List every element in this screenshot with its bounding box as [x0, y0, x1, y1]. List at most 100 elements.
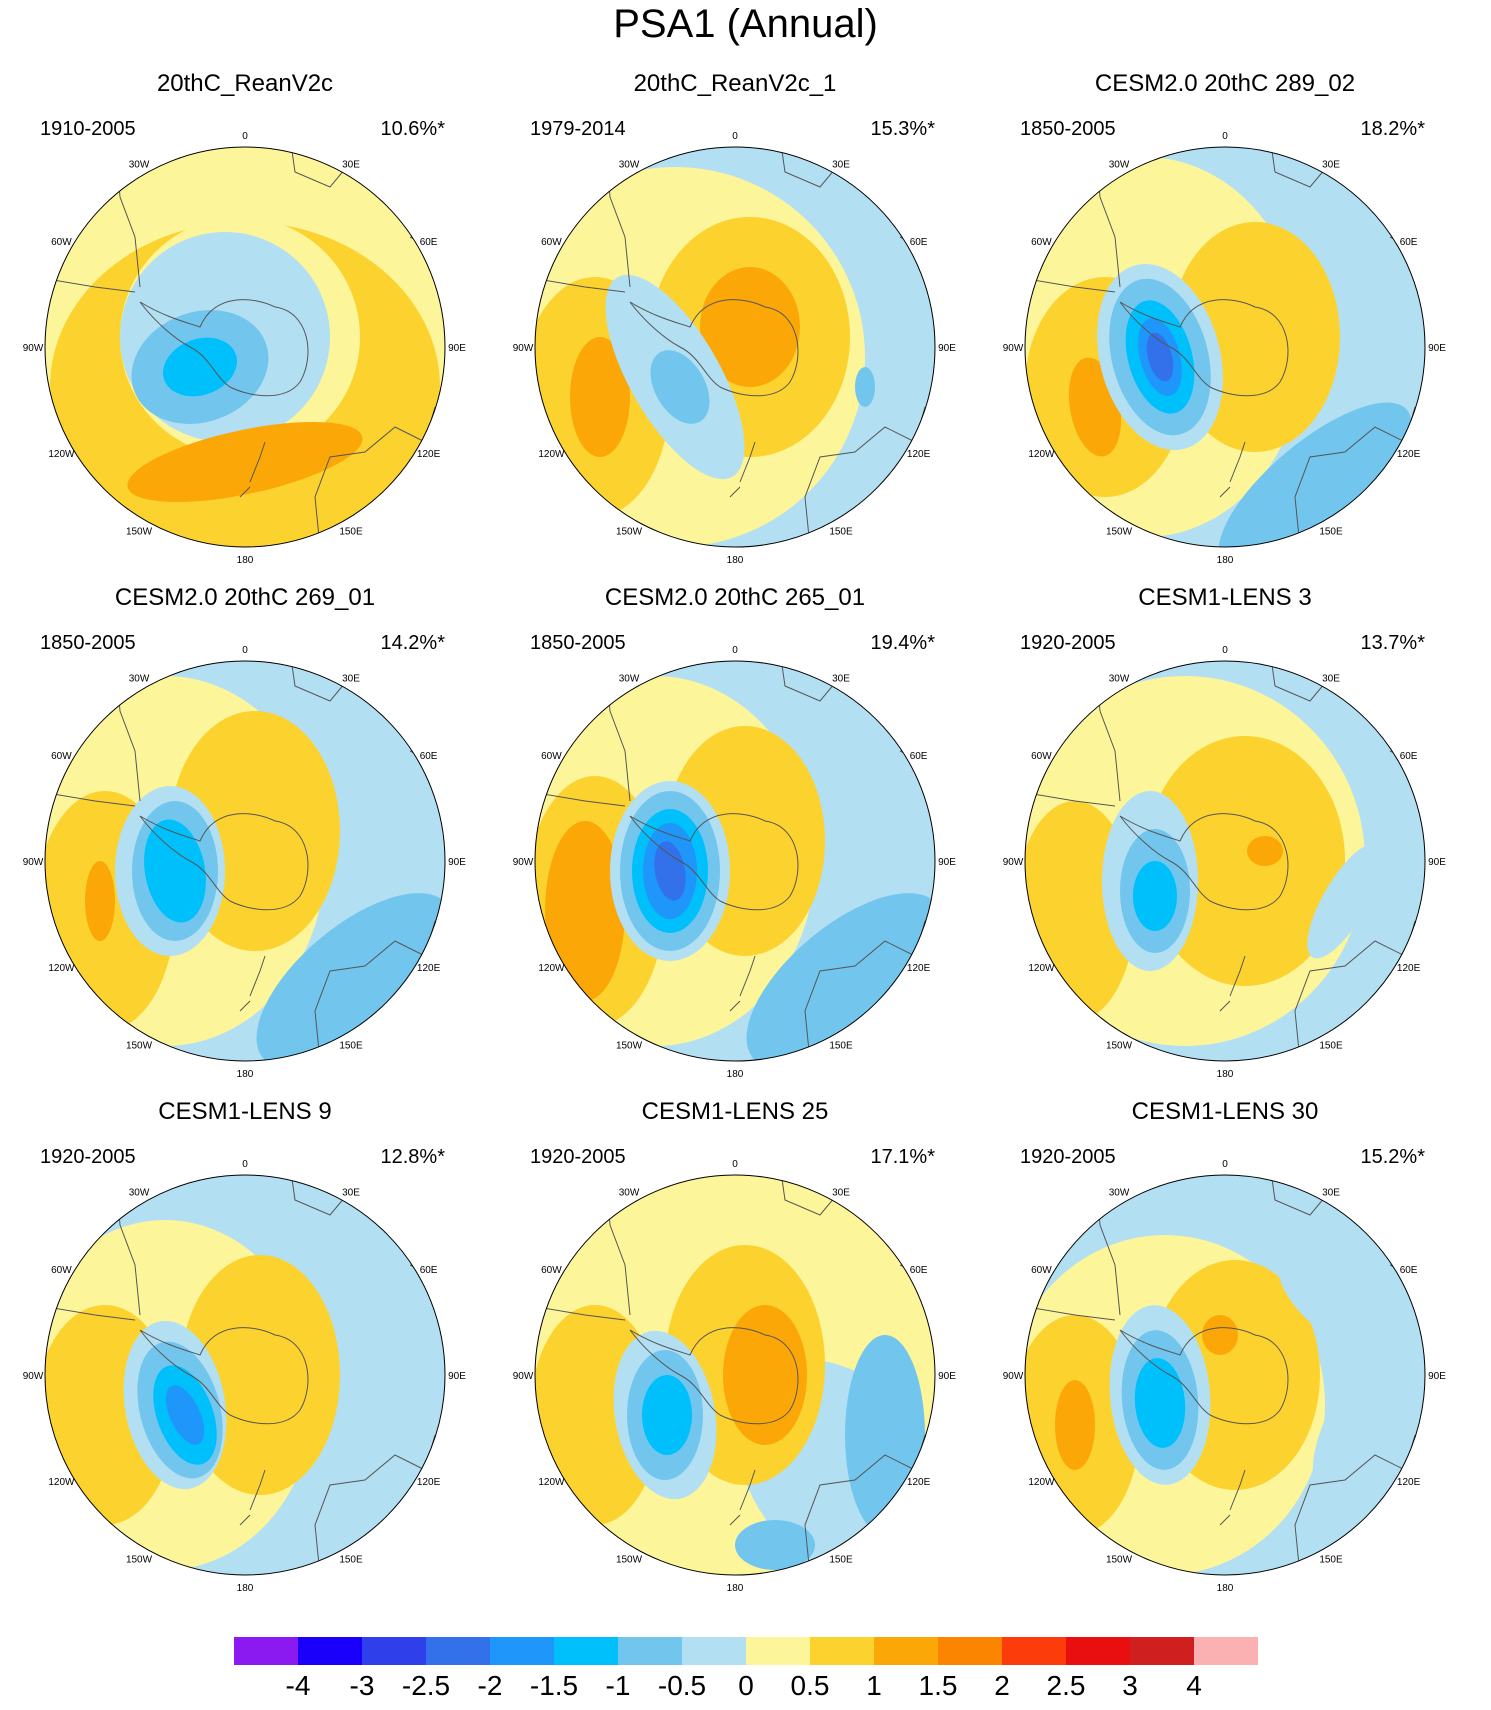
panel-variance-percent: 15.3%*	[870, 118, 936, 140]
colorbar-tick-label: -4	[285, 1670, 311, 1701]
colorbar-swatch	[1130, 1637, 1194, 1665]
antarctica-coastline	[1119, 813, 1289, 911]
anomaly-contour	[1218, 402, 1412, 547]
longitude-label: 120E	[907, 449, 931, 460]
longitude-label: 60E	[910, 751, 928, 762]
anomaly-contour	[855, 367, 875, 407]
panel-variance-percent: 18.2%*	[1360, 118, 1426, 140]
longitude-label: 0	[1222, 1159, 1228, 1170]
new-zealand-coastline	[1219, 955, 1246, 1012]
anomaly-contour	[746, 893, 935, 1061]
panel-title: CESM2.0 20thC 265_01	[604, 584, 866, 611]
map-border	[44, 1174, 446, 1576]
colorbar-tick-label: 4	[1186, 1670, 1202, 1701]
longitude-label: 180	[1217, 1069, 1234, 1080]
longitude-label: 30W	[1109, 1187, 1130, 1198]
antarctica-coastline	[629, 299, 799, 397]
colorbar-swatch	[554, 1637, 618, 1665]
longitude-label: 60W	[541, 237, 562, 248]
panel-variance-percent: 12.8%*	[380, 1146, 446, 1168]
colorbar	[234, 1637, 1258, 1665]
colorbar-tick-label: 1	[866, 1670, 882, 1701]
longitude-label: 30E	[342, 673, 360, 684]
colorbar-labels: -4 -3 -2.5 -2 -1.5 -1 -0.5 0 0.5 1 1.5 2 2.5 3 4	[0, 1670, 1491, 1710]
longitude-label: 30E	[342, 1187, 360, 1198]
longitude-label: 90W	[23, 1371, 44, 1382]
longitude-label: 60W	[51, 237, 72, 248]
map-panel: 20thC_ReanV2c 1910-2005 10.6%* 0 30E 60E 90E 12…	[0, 70, 490, 590]
antarctica-coastline	[139, 299, 309, 397]
panel-variance-percent: 14.2%*	[380, 632, 446, 654]
map-border	[534, 146, 936, 548]
map-border	[1024, 1174, 1426, 1576]
longitude-label: 0	[242, 131, 248, 142]
longitude-label: 150W	[126, 1041, 153, 1052]
panel-variance-percent: 13.7%*	[1360, 632, 1426, 654]
longitude-label: 30W	[619, 1187, 640, 1198]
longitude-label: 180	[237, 1583, 254, 1594]
longitude-label: 90E	[938, 857, 956, 868]
longitude-label: 30E	[832, 1187, 850, 1198]
colorbar-swatch	[874, 1637, 938, 1665]
longitude-label: 90W	[23, 343, 44, 354]
longitude-label: 120W	[538, 963, 565, 974]
anomaly-contour	[735, 1520, 815, 1570]
map-panel: CESM1-LENS 9 1920-2005 12.8%* 0 30E 60E 90E 120…	[0, 1098, 490, 1618]
longitude-label: 150E	[339, 1041, 363, 1052]
anomaly-contour	[1307, 843, 1383, 959]
longitude-label: 150W	[1106, 1555, 1133, 1566]
new-zealand-coastline	[729, 955, 756, 1012]
polar-stereographic-map: 0 30E 60E 90E 120E 150E 180 150W 120W 90W 60W 30W	[1003, 1159, 1447, 1594]
map-border	[534, 1174, 936, 1576]
longitude-label: 0	[1222, 131, 1228, 142]
polar-stereographic-map: 0 30E 60E 90E 120E 150E 180 150W 120W 90W 60W 30W	[23, 645, 467, 1080]
polar-stereographic-map: 0 30E 60E 90E 120E 150E 180 150W 120W 90W 60W 30W	[1003, 645, 1447, 1080]
longitude-label: 120E	[907, 963, 931, 974]
panel-title: CESM1-LENS 30	[1131, 1098, 1319, 1125]
panel-period: 1920-2005	[530, 1146, 626, 1168]
panel-title: CESM2.0 20thC 289_02	[1094, 70, 1356, 97]
new-zealand-coastline	[1219, 1469, 1246, 1526]
longitude-label: 150W	[126, 527, 153, 538]
longitude-label: 60W	[51, 751, 72, 762]
longitude-label: 30E	[1322, 159, 1340, 170]
longitude-label: 0	[732, 645, 738, 656]
map-border	[44, 146, 446, 548]
polar-stereographic-map: 0 30E 60E 90E 120E 150E 180 150W 120W 90W 60W 30W	[23, 1159, 467, 1594]
panel-period: 1920-2005	[40, 1146, 136, 1168]
longitude-label: 30W	[129, 1187, 150, 1198]
colorbar-swatch	[490, 1637, 554, 1665]
colorbar-swatch	[298, 1637, 362, 1665]
antarctica-coastline	[1119, 1327, 1289, 1425]
longitude-label: 60E	[420, 1265, 438, 1276]
longitude-label: 30W	[1109, 673, 1130, 684]
longitude-label: 0	[732, 1159, 738, 1170]
colorbar-tick-label: 0.5	[790, 1670, 830, 1701]
new-zealand-coastline	[1219, 441, 1246, 498]
longitude-label: 30W	[129, 159, 150, 170]
anomaly-contour	[1133, 861, 1177, 931]
colorbar-tick-label: -2	[477, 1670, 503, 1701]
longitude-label: 0	[242, 1159, 248, 1170]
anomaly-contour	[127, 421, 363, 503]
longitude-label: 60E	[1400, 1265, 1418, 1276]
anomaly-contour	[1277, 1247, 1373, 1343]
panel-period: 1979-2014	[530, 118, 626, 140]
longitude-label: 90W	[1003, 343, 1024, 354]
colorbar-swatch	[618, 1637, 682, 1665]
longitude-label: 60E	[420, 751, 438, 762]
panel-title: 20thC_ReanV2c_1	[633, 70, 837, 97]
antarctica-coastline	[629, 1327, 799, 1425]
map-panel: CESM2.0 20thC 265_01 1850-2005 19.4%* 0 30E 6…	[490, 584, 980, 1104]
longitude-label: 150W	[1106, 527, 1133, 538]
longitude-label: 120W	[1028, 449, 1055, 460]
anomaly-contour	[165, 1385, 205, 1445]
colorbar-tick-label: -3	[349, 1670, 375, 1701]
new-zealand-coastline	[729, 441, 756, 498]
longitude-label: 120W	[48, 1477, 75, 1488]
anomaly-contour	[545, 821, 625, 1001]
polar-stereographic-map: 0 30E 60E 90E 120E 150E 180 150W 120W 90W 60W 30W	[1003, 131, 1447, 566]
panel-title: CESM1-LENS 3	[1138, 584, 1312, 611]
longitude-label: 90W	[513, 857, 534, 868]
colorbar-swatch	[1066, 1637, 1130, 1665]
